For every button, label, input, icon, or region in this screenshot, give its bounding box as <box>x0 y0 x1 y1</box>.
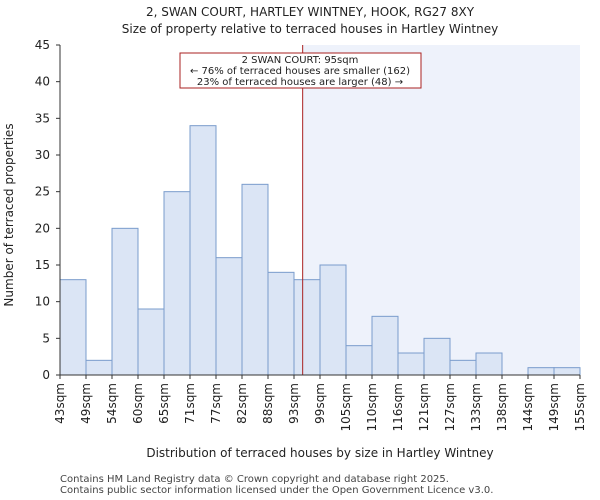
y-tick-label: 25 <box>35 185 50 199</box>
y-tick-label: 35 <box>35 111 50 125</box>
histogram-bar <box>215 257 243 376</box>
x-tick-label: 60sqm <box>131 383 145 424</box>
histogram-bar <box>371 315 399 376</box>
histogram-bar <box>241 183 269 376</box>
y-tick-label: 40 <box>35 75 50 89</box>
x-tick-label: 93sqm <box>287 383 301 424</box>
histogram-bar <box>397 352 425 376</box>
x-tick-label: 105sqm <box>339 383 353 431</box>
x-tick-label: 138sqm <box>495 383 509 431</box>
annotation-box: 2 SWAN COURT: 95sqm ← 76% of terraced ho… <box>179 52 422 89</box>
histogram-bar <box>527 367 555 376</box>
larger-region-highlight <box>302 45 580 375</box>
x-tick-label: 99sqm <box>313 383 327 424</box>
y-tick-label: 0 <box>42 368 50 382</box>
histogram-bar <box>345 345 373 376</box>
histogram-bar <box>137 308 165 376</box>
x-tick-label: 144sqm <box>521 383 535 431</box>
y-tick-label: 10 <box>35 295 50 309</box>
y-tick-label: 5 <box>42 331 50 345</box>
x-tick-label: 127sqm <box>443 383 457 431</box>
annotation-line2: ← 76% of terraced houses are smaller (16… <box>190 66 410 77</box>
histogram-bar <box>449 359 477 376</box>
chart-subtitle: Size of property relative to terraced ho… <box>122 22 498 36</box>
histogram-bar <box>163 191 191 376</box>
x-tick-label: 77sqm <box>209 383 223 424</box>
histogram-bar <box>59 279 87 376</box>
x-tick-label: 43sqm <box>53 383 67 424</box>
x-tick-label: 65sqm <box>157 383 171 424</box>
histogram-bar <box>293 279 321 376</box>
x-tick-label: 121sqm <box>417 383 431 431</box>
x-tick-label: 116sqm <box>391 383 405 431</box>
annotation-line1: 2 SWAN COURT: 95sqm <box>242 55 359 66</box>
y-tick-label: 15 <box>35 258 50 272</box>
chart-title: 2, SWAN COURT, HARTLEY WINTNEY, HOOK, RG… <box>146 5 475 19</box>
x-tick-label: 110sqm <box>365 383 379 431</box>
histogram-bar <box>189 125 217 376</box>
x-tick-label: 54sqm <box>105 383 119 424</box>
y-tick-label: 20 <box>35 221 50 235</box>
histogram-bar <box>423 337 451 376</box>
x-tick-label: 82sqm <box>235 383 249 424</box>
y-tick-label: 30 <box>35 148 50 162</box>
x-tick-label: 71sqm <box>183 383 197 424</box>
histogram-bar <box>553 367 581 376</box>
footer-licence: Contains public sector information licen… <box>60 485 494 496</box>
annotation-line3: 23% of terraced houses are larger (48) → <box>197 77 403 88</box>
histogram-bar <box>475 352 503 376</box>
x-tick-label: 149sqm <box>547 383 561 431</box>
x-tick-label: 155sqm <box>573 383 587 431</box>
x-axis-label: Distribution of terraced houses by size … <box>146 446 493 460</box>
footer-copyright: Contains HM Land Registry data © Crown c… <box>60 474 449 485</box>
x-tick-label: 49sqm <box>79 383 93 424</box>
histogram-bar <box>85 359 113 376</box>
x-tick-label: 133sqm <box>469 383 483 431</box>
y-tick-label: 45 <box>35 38 50 52</box>
histogram-bar <box>319 264 347 376</box>
histogram-bar <box>267 271 295 376</box>
x-tick-label: 88sqm <box>261 383 275 424</box>
histogram-bar <box>111 227 139 376</box>
y-axis-label: Number of terraced properties <box>2 123 16 306</box>
